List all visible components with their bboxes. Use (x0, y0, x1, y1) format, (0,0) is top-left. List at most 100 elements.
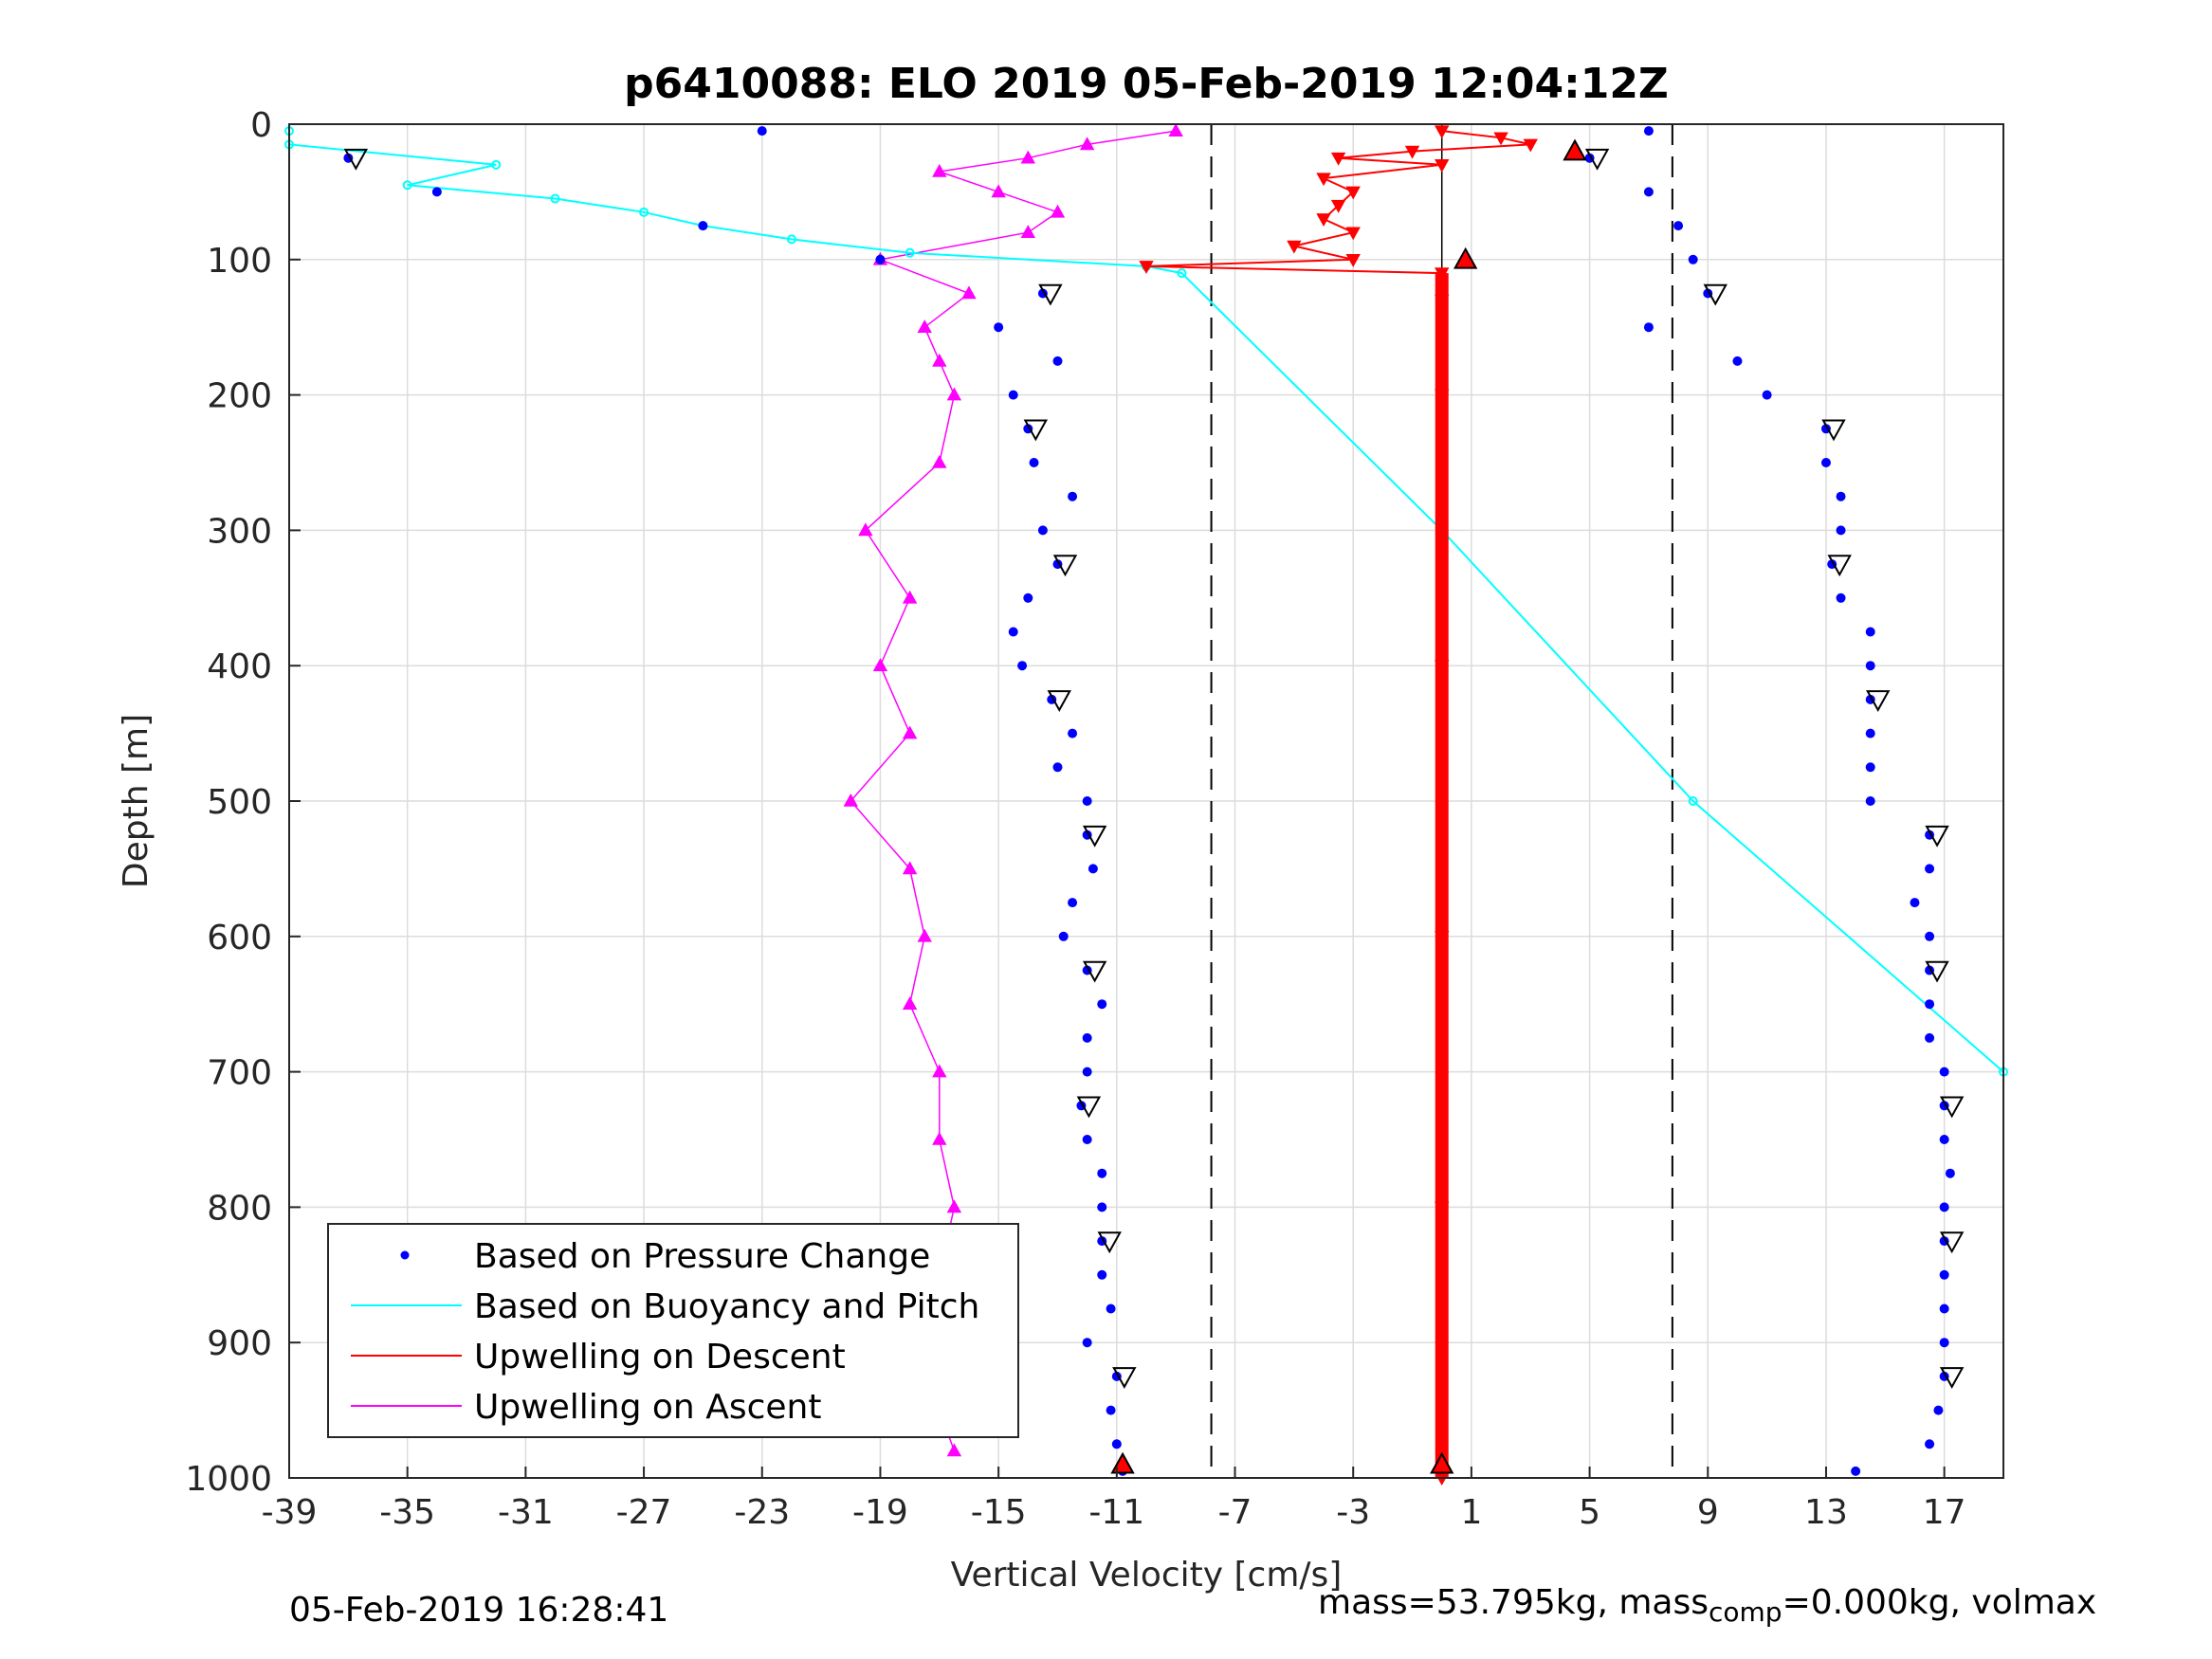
pressure-descent-point (1082, 1338, 1092, 1348)
ascent-upwelling-point (1168, 123, 1183, 137)
pressure-descent-point (1082, 796, 1092, 806)
pressure-ascent-point (1865, 796, 1875, 806)
legend-label-descent: Upwelling on Descent (474, 1338, 846, 1376)
descent-upwelling-point (1493, 132, 1508, 146)
footer-mass-info: mass=53.795kg, masscomp=0.000kg, volmax (1318, 1583, 2096, 1628)
plot-data (284, 123, 2008, 1486)
ascent-upwelling-point (932, 163, 947, 177)
ascent-upwelling-point (991, 184, 1006, 198)
y-tick-label: 1000 (185, 1460, 272, 1499)
ascent-upwelling-point (858, 522, 873, 537)
descent-upwelling-point (1345, 254, 1361, 267)
ascent-upwelling-point (917, 319, 932, 333)
y-tick-label: 200 (207, 377, 272, 416)
x-tick-label: 17 (1923, 1493, 1966, 1532)
y-tick-label: 600 (207, 919, 272, 957)
pressure-descent-marker (1052, 555, 1078, 577)
pressure-ascent-marker (1703, 283, 1728, 306)
upwelling-endpoint-marker (1430, 1451, 1454, 1474)
pressure-ascent-point (1865, 661, 1875, 671)
pressure-ascent-point (1688, 254, 1698, 264)
y-tick-label: 100 (207, 242, 272, 281)
x-tick-label: 1 (1460, 1493, 1482, 1532)
descent-upwelling-point (1330, 199, 1346, 213)
legend-label-buoyancy: Based on Buoyancy and Pitch (474, 1287, 979, 1326)
ascent-upwelling-point (1020, 150, 1036, 164)
x-tick-label: -27 (616, 1493, 672, 1532)
descent-upwelling-point (1139, 261, 1154, 274)
pressure-descent-point (1097, 1202, 1107, 1212)
pressure-ascent-point (1925, 999, 1935, 1010)
x-tick-label: 13 (1804, 1493, 1848, 1532)
upwelling-endpoint-marker (1110, 1451, 1135, 1474)
y-tick-label: 0 (250, 106, 272, 145)
legend-box (327, 1223, 1019, 1438)
footer-timestamp: 05-Feb-2019 16:28:41 (289, 1591, 669, 1630)
ascent-upwelling-point (932, 1064, 947, 1078)
ascent-upwelling-point (946, 1443, 962, 1457)
x-tick-label: -23 (734, 1493, 790, 1532)
pressure-descent-point (1068, 728, 1078, 738)
buoyancy-point (905, 247, 915, 258)
pressure-descent-marker (1038, 283, 1063, 306)
x-tick-label: -19 (852, 1493, 908, 1532)
pressure-ascent-point (1925, 864, 1935, 874)
pressure-ascent-point (1732, 356, 1743, 366)
pressure-ascent-point (1865, 627, 1875, 637)
pressure-ascent-point (1925, 1439, 1935, 1449)
buoyancy-point (786, 234, 796, 245)
upwelling-endpoint-marker (1563, 138, 1587, 161)
pressure-ascent-marker (1925, 825, 1949, 848)
pressure-ascent-point (1820, 458, 1831, 467)
ascent-upwelling-line (850, 130, 1177, 1451)
ascent-upwelling-point (902, 725, 918, 739)
y-tick-label: 800 (207, 1189, 272, 1228)
upwelling-endpoint-marker (1453, 246, 1478, 269)
buoyancy-point (402, 180, 412, 191)
y-tick-label: 700 (207, 1054, 272, 1093)
pressure-descent-point (1082, 1032, 1092, 1043)
ascent-upwelling-point (961, 285, 977, 300)
descent-upwelling-point (1345, 186, 1361, 200)
x-tick-label: -31 (498, 1493, 554, 1532)
pressure-ascent-point (1939, 1338, 1949, 1348)
pressure-descent-point (1068, 491, 1078, 501)
pressure-ascent-marker (1939, 1367, 1965, 1389)
pressure-descent-point (1106, 1304, 1116, 1314)
ascent-upwelling-point (1079, 137, 1095, 151)
pressure-ascent-marker (1939, 1231, 1965, 1254)
ascent-upwelling-point (902, 590, 918, 604)
pressure-descent-point (875, 254, 886, 264)
pressure-ascent-point (1643, 126, 1654, 137)
ascent-upwelling-point (932, 353, 947, 367)
descent-upwelling-point (1316, 173, 1331, 187)
ascent-upwelling-point (1050, 204, 1066, 218)
y-tick-label: 500 (207, 783, 272, 822)
x-tick-label: -11 (1088, 1493, 1144, 1532)
legend-marker-pressure (400, 1250, 410, 1260)
ascent-upwelling-point (843, 793, 858, 807)
y-tick-label: 300 (207, 512, 272, 551)
pressure-ascent-point (1851, 1466, 1861, 1476)
pressure-ascent-marker (1939, 1096, 1965, 1119)
pressure-descent-point (1008, 627, 1018, 637)
pressure-ascent-marker (1866, 690, 1891, 712)
pressure-descent-marker (343, 148, 369, 171)
pressure-descent-marker (1097, 1231, 1122, 1254)
grid (288, 123, 2003, 1479)
y-tick-label: 400 (207, 647, 272, 686)
ascent-upwelling-point (946, 1199, 962, 1213)
pressure-descent-point (1068, 898, 1078, 908)
pressure-descent-point (1106, 1405, 1116, 1415)
y-tick-label: 900 (207, 1324, 272, 1363)
footer-mass-text-end: =0.000kg, volmax (1782, 1583, 2097, 1622)
pressure-ascent-marker (1821, 419, 1846, 442)
pressure-descent-point (1037, 525, 1048, 536)
ascent-upwelling-point (946, 387, 962, 401)
pressure-descent-point (698, 221, 708, 231)
pressure-ascent-point (1925, 1032, 1935, 1043)
pressure-descent-point (1058, 931, 1069, 941)
pressure-descent-marker (1047, 690, 1071, 712)
pressure-descent-point (1052, 356, 1063, 366)
pressure-descent-point (1017, 661, 1028, 671)
